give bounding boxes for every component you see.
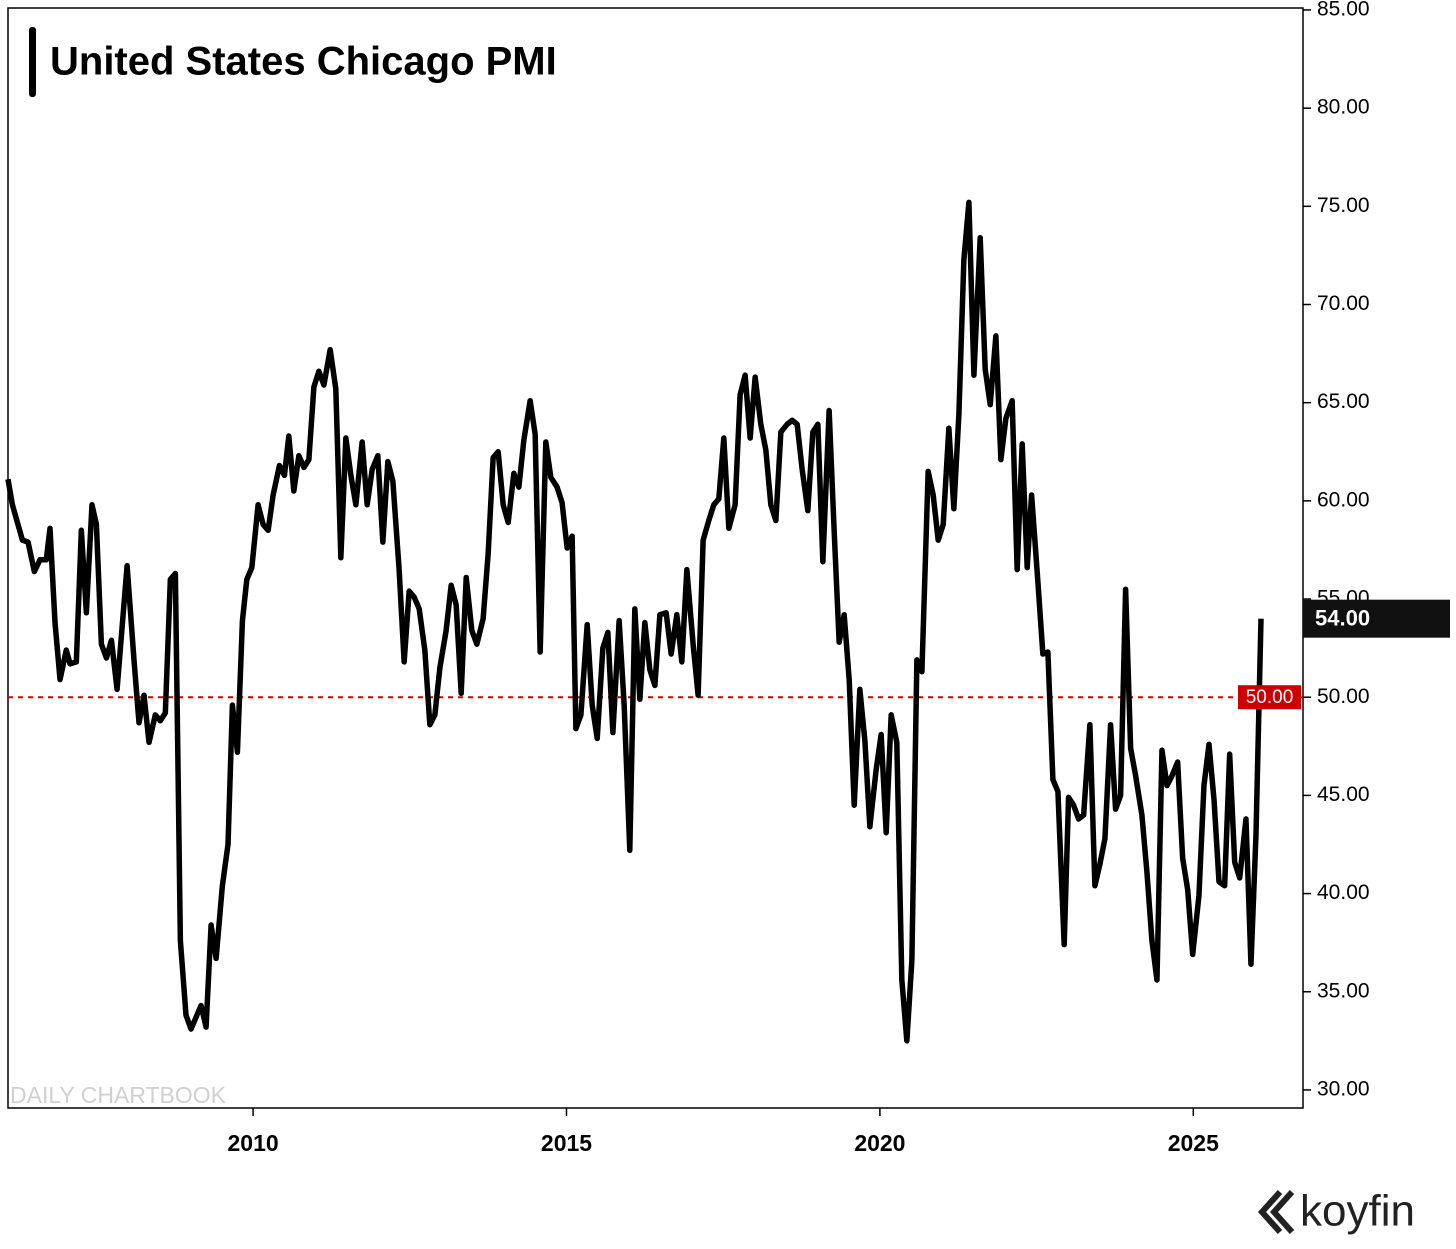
y-tick-label: 35.00 [1317, 979, 1370, 1002]
y-tick-label: 85.00 [1317, 0, 1370, 21]
y-tick-label: 80.00 [1317, 96, 1370, 119]
reference-label-box [1238, 685, 1301, 710]
y-tick-label: 60.00 [1317, 488, 1370, 511]
y-tick-label: 65.00 [1317, 390, 1370, 413]
chart-title: United States Chicago PMI [50, 40, 557, 84]
y-tick-label: 75.00 [1317, 194, 1370, 217]
y-tick-label: 40.00 [1317, 881, 1370, 904]
data-line [5, 199, 1264, 1044]
last-value-box [1303, 599, 1450, 638]
y-tick-label: 70.00 [1317, 292, 1370, 315]
logo-icon [1257, 1189, 1295, 1235]
x-tick-label: 2015 [541, 1130, 592, 1156]
brand-name: koyfin [1300, 1187, 1415, 1236]
plot-frame [7, 7, 1304, 1109]
x-tick-label: 2025 [1168, 1130, 1219, 1156]
x-tick-label: 2020 [854, 1130, 905, 1156]
y-tick-label: 45.00 [1317, 783, 1370, 806]
x-tick-label: 2010 [227, 1130, 278, 1156]
watermark: DAILY CHARTBOOK [10, 1082, 227, 1108]
y-tick-label: 30.00 [1317, 1077, 1370, 1100]
brand-logo: koyfin [1257, 1187, 1415, 1236]
title-bar [29, 27, 36, 97]
last-value-label: 54.00 [1315, 605, 1370, 630]
reference-label: 50.00 [1246, 687, 1294, 708]
y-tick-label: 50.00 [1317, 685, 1370, 708]
